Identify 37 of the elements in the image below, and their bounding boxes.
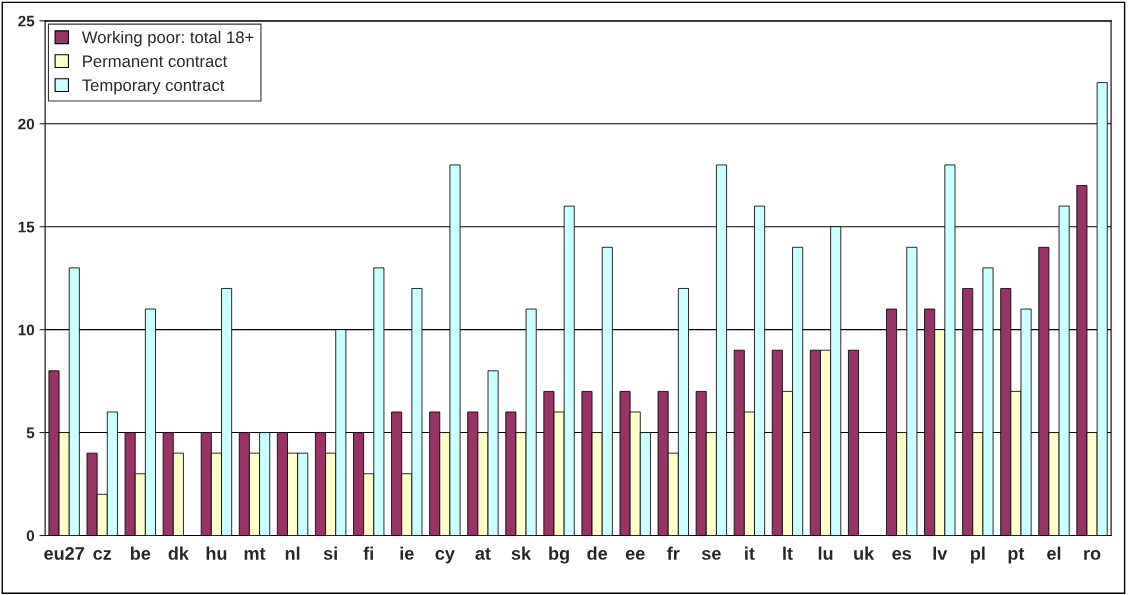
x-tick-label: se	[701, 549, 721, 560]
legend-label: Working poor: total 18+	[81, 30, 254, 47]
x-tick-label: be	[130, 546, 151, 560]
x-tick-label: hu	[206, 546, 227, 560]
x-tick-label: si	[323, 546, 337, 560]
x-tick-label: fr	[667, 546, 680, 560]
y-tick-label: 10	[18, 324, 35, 336]
y-tick-label: 20	[18, 118, 35, 130]
x-tick-label: dk	[168, 546, 189, 560]
x-tick-label: lv	[933, 546, 948, 560]
legend-label: Temporary contract	[82, 79, 225, 95]
x-tick-label: es	[892, 549, 911, 560]
x-tick-label: bg	[549, 546, 569, 564]
x-tick-label: de	[587, 546, 608, 560]
x-tick-label: at	[475, 547, 491, 560]
x-tick-label: pl	[971, 546, 985, 564]
x-tick-label: ee	[625, 549, 645, 560]
x-tick-label: el	[1047, 546, 1061, 560]
x-tick-label: uk	[854, 546, 875, 560]
x-tick-label: pt	[1008, 547, 1025, 564]
x-tick-label: sk	[511, 546, 532, 560]
x-tick-label: ro	[1084, 549, 1101, 560]
y-tick-label: 0	[26, 530, 35, 542]
x-tick-label: fi	[363, 546, 373, 560]
x-tick-label: mt	[244, 547, 266, 560]
x-tick-label: eu27	[44, 547, 84, 560]
x-tick-label: cz	[93, 549, 112, 560]
y-tick-label: 25	[18, 15, 35, 27]
y-tick-label: 5	[26, 427, 35, 439]
x-tick-label: nl	[285, 546, 300, 560]
x-tick-label: lt	[783, 546, 793, 560]
x-tick-label: cy	[435, 549, 455, 564]
x-tick-label: ie	[400, 546, 414, 560]
x-tick-label: it	[745, 546, 755, 560]
y-tick-label: 15	[18, 221, 35, 233]
x-tick-label: lu	[818, 546, 833, 560]
legend-label: Permanent contract	[83, 55, 228, 68]
